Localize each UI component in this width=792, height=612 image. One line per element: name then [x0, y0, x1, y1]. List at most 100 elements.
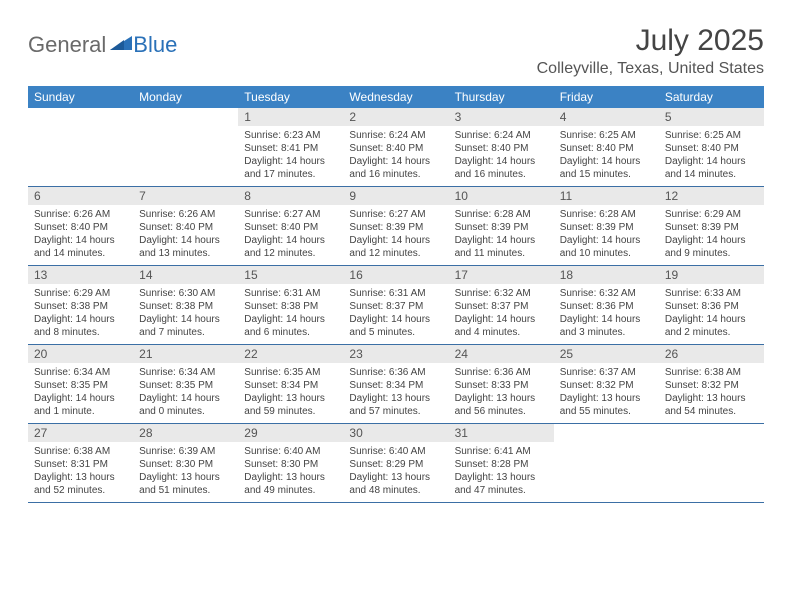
logo-triangle-icon [110, 34, 132, 55]
sunrise-label: Sunrise: 6:35 AM [244, 366, 337, 379]
day-cell: . [554, 424, 659, 502]
sunrise-label: Sunrise: 6:38 AM [34, 445, 127, 458]
daylight-label: Daylight: 13 hours [139, 471, 232, 484]
sunrise-label: Sunrise: 6:32 AM [560, 287, 653, 300]
day-number: 31 [449, 424, 554, 442]
daylight-label: and 12 minutes. [244, 247, 337, 260]
title-block: July 2025 Colleyville, Texas, United Sta… [537, 24, 764, 78]
daylight-label: and 10 minutes. [560, 247, 653, 260]
sunrise-label: Sunrise: 6:31 AM [349, 287, 442, 300]
daylight-label: and 52 minutes. [34, 484, 127, 497]
day-cell: 5Sunrise: 6:25 AMSunset: 8:40 PMDaylight… [659, 108, 764, 186]
day-cell: 27Sunrise: 6:38 AMSunset: 8:31 PMDayligh… [28, 424, 133, 502]
day-details: Sunrise: 6:29 AMSunset: 8:39 PMDaylight:… [659, 205, 764, 264]
sunrise-label: Sunrise: 6:34 AM [139, 366, 232, 379]
sunrise-label: Sunrise: 6:27 AM [349, 208, 442, 221]
daylight-label: and 59 minutes. [244, 405, 337, 418]
day-cell: 29Sunrise: 6:40 AMSunset: 8:30 PMDayligh… [238, 424, 343, 502]
sunset-label: Sunset: 8:35 PM [34, 379, 127, 392]
sunset-label: Sunset: 8:36 PM [665, 300, 758, 313]
daylight-label: and 3 minutes. [560, 326, 653, 339]
day-number: 8 [238, 187, 343, 205]
sunrise-label: Sunrise: 6:31 AM [244, 287, 337, 300]
sunset-label: Sunset: 8:38 PM [244, 300, 337, 313]
daylight-label: Daylight: 14 hours [139, 392, 232, 405]
day-cell: 13Sunrise: 6:29 AMSunset: 8:38 PMDayligh… [28, 266, 133, 344]
daylight-label: Daylight: 13 hours [34, 471, 127, 484]
week-row: 20Sunrise: 6:34 AMSunset: 8:35 PMDayligh… [28, 345, 764, 424]
daylight-label: and 13 minutes. [139, 247, 232, 260]
day-cell: 11Sunrise: 6:28 AMSunset: 8:39 PMDayligh… [554, 187, 659, 265]
day-details: Sunrise: 6:36 AMSunset: 8:34 PMDaylight:… [343, 363, 448, 422]
sunrise-label: Sunrise: 6:36 AM [349, 366, 442, 379]
sunset-label: Sunset: 8:32 PM [560, 379, 653, 392]
day-cell: 6Sunrise: 6:26 AMSunset: 8:40 PMDaylight… [28, 187, 133, 265]
daylight-label: and 9 minutes. [665, 247, 758, 260]
day-details: Sunrise: 6:35 AMSunset: 8:34 PMDaylight:… [238, 363, 343, 422]
sunset-label: Sunset: 8:39 PM [560, 221, 653, 234]
day-cell: 23Sunrise: 6:36 AMSunset: 8:34 PMDayligh… [343, 345, 448, 423]
sunset-label: Sunset: 8:34 PM [349, 379, 442, 392]
daylight-label: Daylight: 14 hours [139, 313, 232, 326]
daylight-label: Daylight: 14 hours [560, 234, 653, 247]
daylight-label: Daylight: 13 hours [455, 392, 548, 405]
day-details: Sunrise: 6:34 AMSunset: 8:35 PMDaylight:… [133, 363, 238, 422]
day-cell: 19Sunrise: 6:33 AMSunset: 8:36 PMDayligh… [659, 266, 764, 344]
sunset-label: Sunset: 8:38 PM [139, 300, 232, 313]
daylight-label: and 55 minutes. [560, 405, 653, 418]
sunset-label: Sunset: 8:39 PM [455, 221, 548, 234]
day-number: 13 [28, 266, 133, 284]
day-cell: 31Sunrise: 6:41 AMSunset: 8:28 PMDayligh… [449, 424, 554, 502]
daylight-label: and 56 minutes. [455, 405, 548, 418]
sunset-label: Sunset: 8:35 PM [139, 379, 232, 392]
daylight-label: and 15 minutes. [560, 168, 653, 181]
day-cell: 30Sunrise: 6:40 AMSunset: 8:29 PMDayligh… [343, 424, 448, 502]
day-cell: 21Sunrise: 6:34 AMSunset: 8:35 PMDayligh… [133, 345, 238, 423]
day-details: Sunrise: 6:40 AMSunset: 8:29 PMDaylight:… [343, 442, 448, 501]
daylight-label: and 8 minutes. [34, 326, 127, 339]
sunrise-label: Sunrise: 6:24 AM [349, 129, 442, 142]
daylight-label: Daylight: 13 hours [560, 392, 653, 405]
weekday-header: Wednesday [343, 86, 448, 108]
day-details: Sunrise: 6:30 AMSunset: 8:38 PMDaylight:… [133, 284, 238, 343]
day-details: Sunrise: 6:38 AMSunset: 8:31 PMDaylight:… [28, 442, 133, 501]
sunrise-label: Sunrise: 6:33 AM [665, 287, 758, 300]
daylight-label: Daylight: 14 hours [665, 234, 758, 247]
day-cell: 25Sunrise: 6:37 AMSunset: 8:32 PMDayligh… [554, 345, 659, 423]
sunset-label: Sunset: 8:34 PM [244, 379, 337, 392]
day-cell: 18Sunrise: 6:32 AMSunset: 8:36 PMDayligh… [554, 266, 659, 344]
weekday-header: Tuesday [238, 86, 343, 108]
day-details: Sunrise: 6:26 AMSunset: 8:40 PMDaylight:… [28, 205, 133, 264]
day-cell: 24Sunrise: 6:36 AMSunset: 8:33 PMDayligh… [449, 345, 554, 423]
day-details: Sunrise: 6:31 AMSunset: 8:37 PMDaylight:… [343, 284, 448, 343]
daylight-label: Daylight: 14 hours [665, 313, 758, 326]
day-details: Sunrise: 6:32 AMSunset: 8:37 PMDaylight:… [449, 284, 554, 343]
sunrise-label: Sunrise: 6:23 AM [244, 129, 337, 142]
day-cell: . [659, 424, 764, 502]
day-number: 20 [28, 345, 133, 363]
day-number: 16 [343, 266, 448, 284]
sunset-label: Sunset: 8:33 PM [455, 379, 548, 392]
day-cell: 12Sunrise: 6:29 AMSunset: 8:39 PMDayligh… [659, 187, 764, 265]
daylight-label: Daylight: 14 hours [139, 234, 232, 247]
day-details: Sunrise: 6:27 AMSunset: 8:40 PMDaylight:… [238, 205, 343, 264]
daylight-label: Daylight: 13 hours [455, 471, 548, 484]
day-number: 11 [554, 187, 659, 205]
sunset-label: Sunset: 8:40 PM [560, 142, 653, 155]
weekday-header-row: Sunday Monday Tuesday Wednesday Thursday… [28, 86, 764, 108]
day-cell: 26Sunrise: 6:38 AMSunset: 8:32 PMDayligh… [659, 345, 764, 423]
daylight-label: and 51 minutes. [139, 484, 232, 497]
sunset-label: Sunset: 8:30 PM [244, 458, 337, 471]
sunset-label: Sunset: 8:40 PM [349, 142, 442, 155]
daylight-label: and 2 minutes. [665, 326, 758, 339]
daylight-label: Daylight: 14 hours [455, 313, 548, 326]
day-cell: 1Sunrise: 6:23 AMSunset: 8:41 PMDaylight… [238, 108, 343, 186]
day-number: 27 [28, 424, 133, 442]
week-row: 13Sunrise: 6:29 AMSunset: 8:38 PMDayligh… [28, 266, 764, 345]
day-cell: 17Sunrise: 6:32 AMSunset: 8:37 PMDayligh… [449, 266, 554, 344]
sunrise-label: Sunrise: 6:26 AM [139, 208, 232, 221]
day-number: 14 [133, 266, 238, 284]
daylight-label: Daylight: 14 hours [349, 234, 442, 247]
day-cell: 15Sunrise: 6:31 AMSunset: 8:38 PMDayligh… [238, 266, 343, 344]
weekday-header: Thursday [449, 86, 554, 108]
